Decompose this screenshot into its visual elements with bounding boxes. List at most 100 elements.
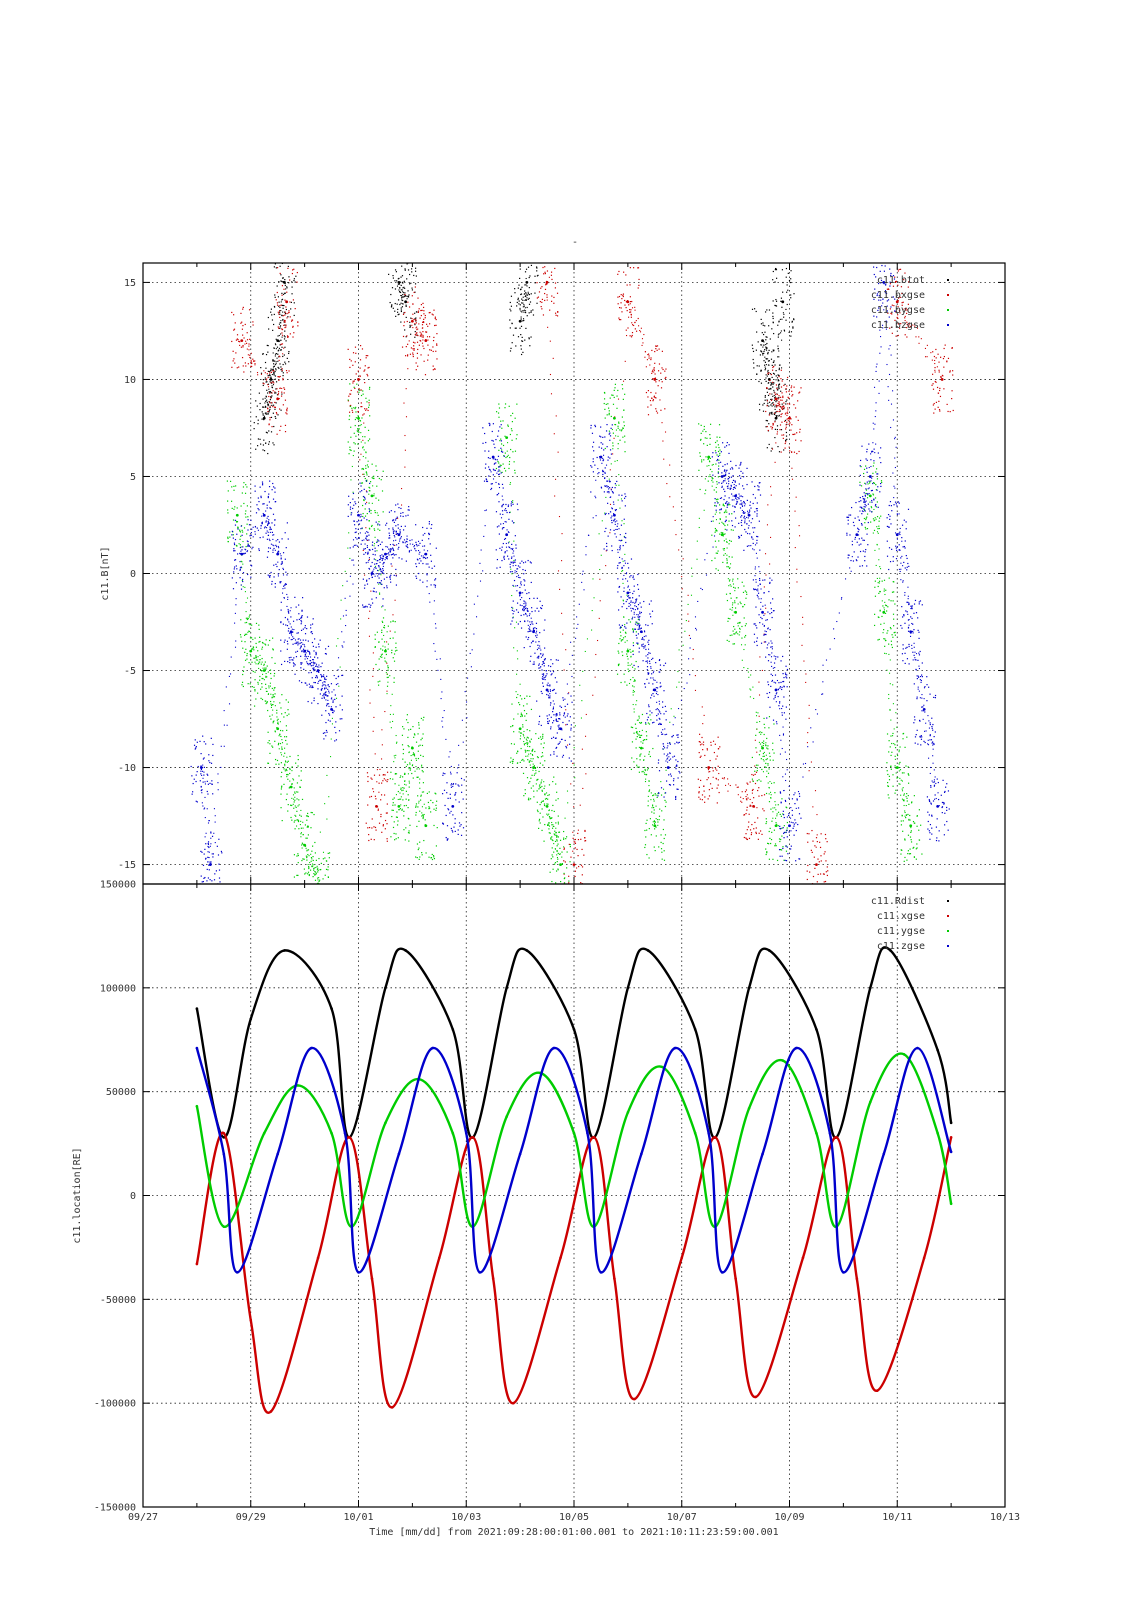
trace-dot [411, 539, 413, 541]
trace-dot [898, 309, 900, 311]
trace-dot [798, 535, 801, 537]
trace-dot [376, 769, 378, 771]
trace-dot [202, 764, 204, 766]
trace-dot [398, 282, 400, 284]
trace-dot [272, 390, 274, 392]
trace-dot [525, 613, 527, 615]
trace-dot [425, 340, 427, 342]
trace-dot [628, 682, 631, 685]
trace-dot [632, 616, 634, 618]
data-point [374, 519, 398, 589]
trace-dot [260, 527, 262, 529]
trace-dot [917, 688, 919, 690]
trace-dot [317, 877, 319, 879]
trace-dot [552, 708, 554, 710]
trace-dot [698, 526, 700, 529]
trace-dot [257, 656, 259, 658]
trace-dot [367, 551, 369, 553]
trace-dot [413, 318, 415, 320]
trace-dot [717, 498, 719, 500]
trace-dot [272, 534, 274, 536]
trace-dot [521, 311, 523, 313]
trace-dot [774, 408, 776, 410]
trace-dot [738, 627, 741, 629]
data-point [482, 422, 505, 490]
trace-dot [377, 524, 379, 526]
trace-dot [656, 701, 658, 703]
trace-dot [785, 779, 787, 782]
trace-dot [300, 646, 302, 649]
trace-dot [740, 796, 742, 798]
trace-dot [357, 427, 359, 430]
trace-dot [653, 368, 655, 370]
trace-dot [774, 394, 777, 396]
trace-dot [776, 404, 778, 406]
x-tick-label: 09/29 [236, 1512, 266, 1523]
trace-dot [280, 322, 282, 324]
data-point [239, 616, 263, 688]
trace-dot [298, 820, 300, 822]
trace-dot [452, 783, 455, 785]
trace-dot [630, 656, 632, 658]
trace-dot [605, 565, 607, 567]
trace-dot [564, 716, 566, 718]
trace-dot [378, 583, 380, 585]
trace-dot [542, 661, 544, 663]
trace-dot [360, 453, 362, 455]
trace-dot [773, 391, 775, 393]
trace-dot [322, 851, 325, 853]
trace-dot [619, 534, 621, 536]
trace-dot [904, 592, 906, 594]
trace-dot [614, 423, 616, 426]
trace-dot [662, 729, 664, 731]
trace-dot [631, 307, 634, 309]
magnetic-field-panel: -15-10-5051015c11.B[nT]c11.btotc11.bxgse… [100, 262, 1006, 885]
trace-dot [370, 509, 372, 512]
trace-dot [371, 477, 373, 479]
data-point [778, 385, 802, 455]
trace-dot [571, 654, 573, 656]
trace-dot [645, 774, 647, 776]
trace-dot [674, 743, 676, 745]
trace-dot [777, 397, 779, 399]
data-point [693, 1028, 697, 1031]
trace-dot [382, 549, 384, 551]
trace-dot [763, 641, 765, 643]
trace-dot [417, 776, 419, 778]
trace-dot [746, 794, 748, 796]
trace-dot [810, 761, 812, 763]
trace-dot [270, 704, 273, 707]
data-point [310, 1046, 313, 1050]
trace-dot [615, 429, 617, 431]
trace-dot [752, 548, 754, 550]
data-point [794, 1046, 798, 1050]
trace-dot [285, 761, 287, 763]
trace-dot [549, 340, 551, 342]
trace-dot [909, 635, 912, 637]
trace-dot [381, 554, 383, 556]
trace-dot [894, 532, 897, 534]
trace-dot [419, 331, 421, 333]
trace-dot [767, 644, 769, 646]
trace-dot [294, 796, 296, 798]
trace-dot [628, 597, 630, 599]
trace-dot [879, 568, 882, 570]
trace-dot [641, 344, 643, 346]
trace-dot [615, 509, 617, 511]
trace-dot [555, 827, 557, 829]
trace-dot [210, 831, 212, 833]
trace-dot [313, 667, 315, 669]
trace-dot [728, 567, 731, 570]
trace-dot [638, 626, 640, 628]
trace-dot [285, 288, 287, 290]
trace-dot [829, 648, 831, 650]
trace-dot [286, 756, 288, 758]
trace-dot [331, 717, 333, 719]
trace-dot [561, 862, 563, 865]
trace-dot [220, 766, 222, 768]
data-point [900, 599, 923, 665]
trace-dot [876, 531, 879, 533]
trace-dot [349, 575, 351, 577]
trace-dot [337, 657, 340, 659]
